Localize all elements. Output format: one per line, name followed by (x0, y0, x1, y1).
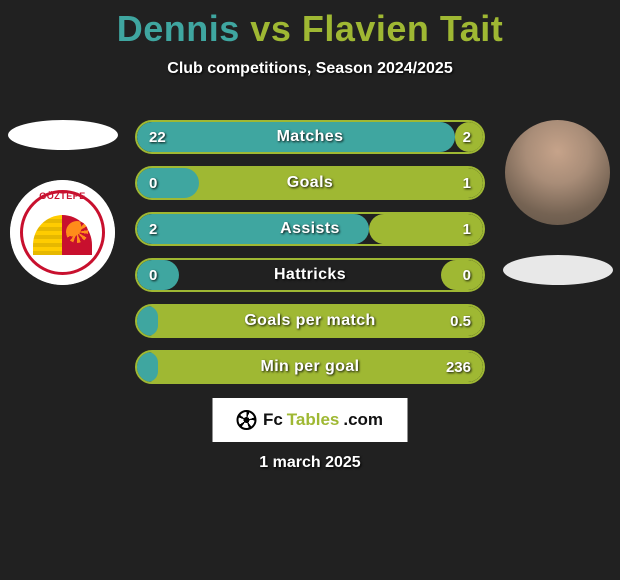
player1-flag (8, 120, 118, 150)
player1-panel: GÖZTEPE (5, 120, 120, 315)
stat-bars: 222Matches01Goals21Assists00Hattricks0.5… (135, 120, 485, 396)
brand-part-a: Fc (263, 410, 283, 430)
stat-bar: 236Min per goal (135, 350, 485, 384)
stat-bar: 0.5Goals per match (135, 304, 485, 338)
goztepe-badge: GÖZTEPE (10, 180, 115, 285)
stat-label: Hattricks (137, 260, 483, 290)
stat-value-right: 0 (451, 260, 483, 290)
subtitle: Club competitions, Season 2024/2025 (0, 60, 620, 78)
stat-bar: 21Assists (135, 212, 485, 246)
date-line: 1 march 2025 (0, 454, 620, 472)
ball-icon (66, 221, 88, 243)
stat-value-right: 1 (451, 214, 483, 244)
player2-panel (500, 120, 615, 315)
stat-bar: 0 0Hattricks (135, 258, 485, 292)
page-title: Dennis vs Flavien Tait (0, 0, 620, 50)
stat-bar-fill-right (137, 352, 483, 382)
stat-value-right: 1 (451, 168, 483, 198)
stat-value-left: 0 (137, 168, 169, 198)
title-vs: vs (250, 8, 291, 49)
soccer-ball-icon (237, 410, 257, 430)
brand-badge: FcTables.com (213, 398, 408, 442)
stat-value-left: 2 (137, 214, 169, 244)
player2-avatar (505, 120, 610, 225)
stat-value-right: 2 (451, 122, 483, 152)
stat-value-left: 22 (137, 122, 178, 152)
title-player2: Flavien Tait (302, 8, 503, 49)
title-player1: Dennis (117, 8, 240, 49)
stat-value-left (137, 306, 161, 336)
brand-part-c: .com (343, 410, 383, 430)
stat-value-left: 0 (137, 260, 169, 290)
brand-part-b: Tables (287, 410, 340, 430)
club-badge-label: GÖZTEPE (23, 191, 102, 201)
player2-flag (503, 255, 613, 285)
stat-bar-fill-left (137, 122, 455, 152)
stat-value-right: 236 (434, 352, 483, 382)
player1-club-badge: GÖZTEPE (10, 180, 115, 285)
stat-value-left (137, 352, 161, 382)
stat-value-right: 0.5 (438, 306, 483, 336)
stat-bar: 01Goals (135, 166, 485, 200)
stat-bar-fill-right (137, 306, 483, 336)
stat-bar-fill-left (137, 214, 369, 244)
stat-bar: 222Matches (135, 120, 485, 154)
